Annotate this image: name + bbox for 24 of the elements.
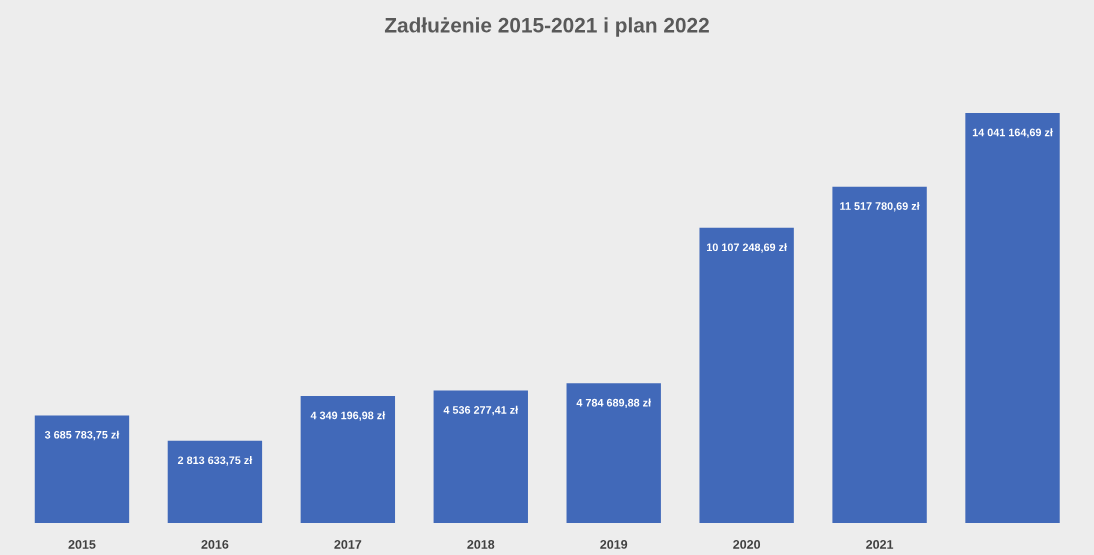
x-tick-label: 2020 xyxy=(733,540,761,549)
x-tick-label: 2021 xyxy=(866,540,894,549)
bar xyxy=(566,383,661,523)
bar xyxy=(965,113,1060,523)
data-label: 4 536 277,41 zł xyxy=(443,405,519,416)
x-tick-label: 2017 xyxy=(334,540,362,549)
x-tick-label: 2019 xyxy=(600,540,628,549)
x-tick-label: 2016 xyxy=(201,540,229,549)
x-tick-label: 2015 xyxy=(68,540,96,549)
bar xyxy=(34,415,130,523)
data-label: 4 784 689,88 zł xyxy=(576,398,651,409)
data-label: 4 349 196,98 zł xyxy=(310,411,386,421)
bar xyxy=(832,186,927,523)
data-label: 10 107 248,69 zł xyxy=(706,243,787,253)
bar xyxy=(300,396,396,523)
data-label: 14 041 164,69 zł xyxy=(972,128,1053,138)
bar xyxy=(433,390,528,523)
bar xyxy=(699,227,794,523)
x-tick-label: 2018 xyxy=(467,540,495,549)
data-label: 2 813 633,75 zł xyxy=(177,456,253,466)
bar xyxy=(167,440,263,523)
data-label: 11 517 780,69 zł xyxy=(840,201,920,212)
chart-title: Zadłużenie 2015-2021 i plan 2022 xyxy=(384,17,709,37)
data-label: 3 685 783,75 zł xyxy=(44,430,120,441)
